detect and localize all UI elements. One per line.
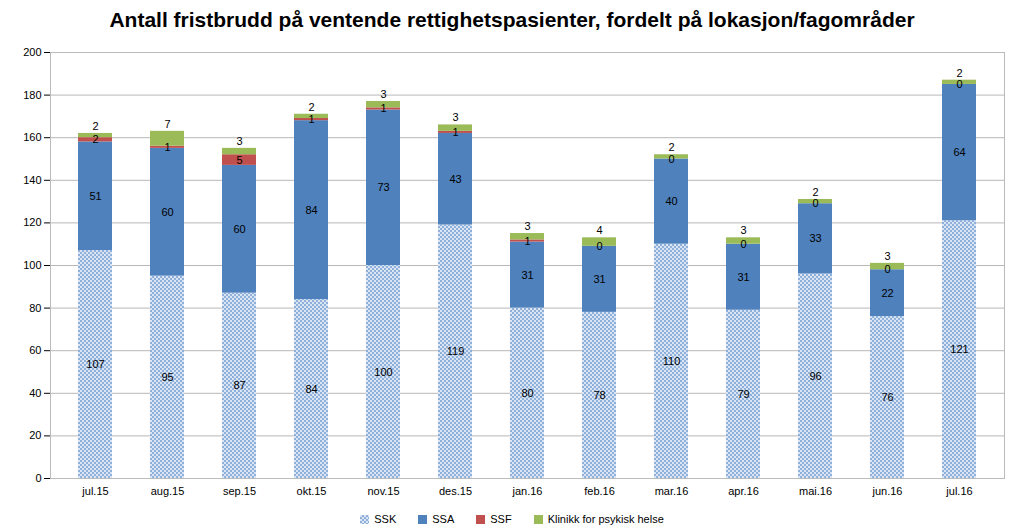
svg-text:64: 64 — [953, 146, 965, 158]
svg-text:119: 119 — [447, 345, 465, 357]
svg-text:1: 1 — [524, 235, 530, 247]
svg-text:1: 1 — [164, 141, 170, 153]
svg-text:60: 60 — [161, 206, 173, 218]
svg-text:31: 31 — [521, 269, 533, 281]
svg-text:2: 2 — [308, 101, 314, 113]
svg-text:107: 107 — [86, 358, 104, 370]
svg-text:84: 84 — [305, 383, 317, 395]
html-text:SSF: SSF — [490, 513, 512, 525]
svg-text:78: 78 — [593, 389, 605, 401]
svg-text:100: 100 — [23, 259, 41, 271]
svg-text:mai.16: mai.16 — [799, 485, 832, 497]
svg-text:7: 7 — [164, 118, 170, 130]
svg-text:2: 2 — [668, 141, 674, 153]
svg-text:73: 73 — [377, 181, 389, 193]
svg-text:51: 51 — [89, 190, 101, 202]
svg-text:40: 40 — [665, 195, 677, 207]
svg-text:1: 1 — [308, 113, 314, 125]
svg-text:200: 200 — [23, 46, 41, 58]
svg-text:40: 40 — [29, 387, 41, 399]
svg-text:3: 3 — [524, 220, 530, 232]
svg-text:0: 0 — [812, 197, 818, 209]
svg-text:79: 79 — [737, 388, 749, 400]
svg-text:jan.16: jan.16 — [512, 485, 543, 497]
svg-text:des.15: des.15 — [439, 485, 472, 497]
html-text:SSA: SSA — [432, 513, 455, 525]
svg-text:31: 31 — [737, 271, 749, 283]
svg-text:sep.15: sep.15 — [223, 485, 256, 497]
svg-text:22: 22 — [881, 287, 893, 299]
svg-text:1: 1 — [380, 102, 386, 114]
svg-text:0: 0 — [596, 240, 602, 252]
svg-text:80: 80 — [521, 387, 533, 399]
svg-text:5: 5 — [236, 154, 242, 166]
svg-text:121: 121 — [950, 343, 968, 355]
svg-text:apr.16: apr.16 — [728, 485, 759, 497]
svg-text:20: 20 — [29, 429, 41, 441]
svg-text:0: 0 — [668, 153, 674, 165]
svg-text:95: 95 — [161, 371, 173, 383]
svg-text:43: 43 — [449, 173, 461, 185]
svg-text:4: 4 — [596, 224, 602, 236]
svg-text:mar.16: mar.16 — [655, 485, 689, 497]
svg-text:2: 2 — [92, 120, 98, 132]
svg-text:jun.16: jun.16 — [872, 485, 903, 497]
html-text:SSK: SSK — [374, 513, 397, 525]
svg-text:87: 87 — [233, 379, 245, 391]
html-text:Antall fristbrudd på ventende: Antall fristbrudd på ventende rettighets… — [109, 8, 915, 31]
svg-text:33: 33 — [809, 232, 821, 244]
svg-text:3: 3 — [740, 224, 746, 236]
svg-text:84: 84 — [305, 204, 317, 216]
svg-text:0: 0 — [884, 263, 890, 275]
svg-text:nov.15: nov.15 — [367, 485, 399, 497]
svg-text:3: 3 — [236, 135, 242, 147]
svg-text:60: 60 — [29, 344, 41, 356]
svg-text:3: 3 — [380, 88, 386, 100]
svg-text:120: 120 — [23, 216, 41, 228]
svg-text:96: 96 — [809, 370, 821, 382]
svg-text:jul.15: jul.15 — [81, 485, 108, 497]
svg-text:2: 2 — [956, 67, 962, 79]
svg-text:3: 3 — [884, 250, 890, 262]
svg-text:31: 31 — [593, 273, 605, 285]
svg-text:76: 76 — [881, 391, 893, 403]
svg-text:jul.16: jul.16 — [945, 485, 972, 497]
svg-text:0: 0 — [35, 472, 41, 484]
svg-text:3: 3 — [452, 111, 458, 123]
svg-text:180: 180 — [23, 89, 41, 101]
svg-text:80: 80 — [29, 302, 41, 314]
svg-text:0: 0 — [740, 238, 746, 250]
svg-text:110: 110 — [663, 355, 681, 367]
svg-text:100: 100 — [374, 366, 392, 378]
svg-text:feb.16: feb.16 — [584, 485, 615, 497]
svg-text:0: 0 — [956, 78, 962, 90]
svg-text:aug.15: aug.15 — [151, 485, 185, 497]
svg-text:okt.15: okt.15 — [297, 485, 327, 497]
svg-text:60: 60 — [233, 223, 245, 235]
svg-text:1: 1 — [452, 126, 458, 138]
svg-text:2: 2 — [92, 133, 98, 145]
svg-text:2: 2 — [812, 186, 818, 198]
svg-text:140: 140 — [23, 174, 41, 186]
html-text:Klinikk for psykisk helse: Klinikk for psykisk helse — [547, 513, 664, 525]
svg-text:160: 160 — [23, 131, 41, 143]
